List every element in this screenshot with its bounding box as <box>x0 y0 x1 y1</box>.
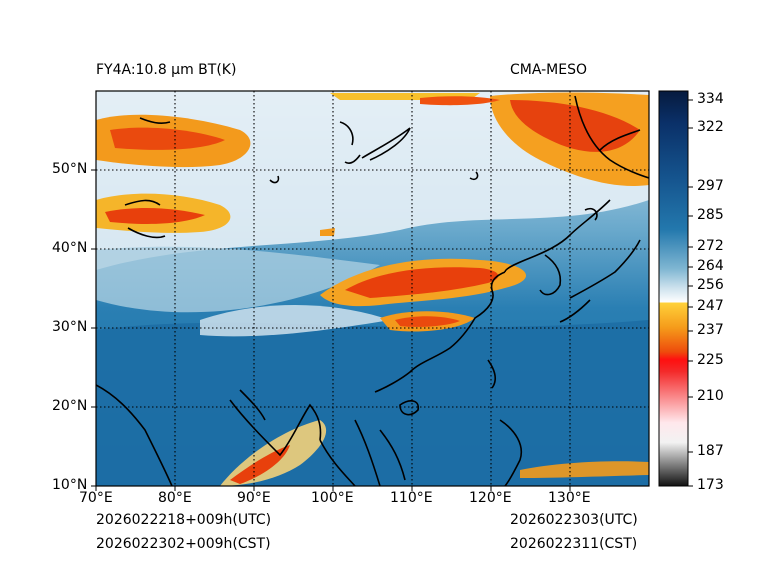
title-right: CMA-MESO <box>510 62 588 78</box>
graticule <box>96 91 649 486</box>
valid-time-cst: 2026022311(CST) <box>510 536 638 552</box>
lat-label-20: 20°N <box>52 398 88 414</box>
lon-label-70: 70°E <box>79 490 113 506</box>
cloud-band-south <box>220 228 649 486</box>
init-time-utc: 2026022218+009h(UTC) <box>96 512 272 528</box>
colorbar-label: 272 <box>697 238 724 254</box>
colorbar-label: 247 <box>697 298 724 314</box>
lon-label-80: 80°E <box>158 490 192 506</box>
cloud-band-central <box>320 258 527 332</box>
lon-label-100: 100°E <box>311 490 354 506</box>
title-left: FY4A:10.8 µm BT(K) <box>96 62 237 78</box>
coastlines <box>96 95 649 486</box>
colorbar-label: 187 <box>697 443 724 459</box>
lat-label-40: 40°N <box>52 240 88 256</box>
lon-label-120: 120°E <box>469 490 512 506</box>
valid-time-utc: 2026022303(UTC) <box>510 512 638 528</box>
colorbar-label: 210 <box>697 388 724 404</box>
colorbar-label: 297 <box>697 178 724 194</box>
colorbar-label: 322 <box>697 119 724 135</box>
init-time-cst: 2026022302+009h(CST) <box>96 536 271 552</box>
colorbar-label: 173 <box>697 477 724 493</box>
colorbar <box>658 90 689 487</box>
map-frame <box>95 90 650 487</box>
lon-label-110: 110°E <box>390 490 433 506</box>
colorbar-ticks <box>688 99 693 487</box>
colorbar-label: 225 <box>697 352 724 368</box>
axis-ticks <box>91 169 571 491</box>
colorbar-label: 285 <box>697 207 724 223</box>
lat-label-30: 30°N <box>52 319 88 335</box>
colorbar-label: 237 <box>697 322 724 338</box>
colorbar-label: 264 <box>697 258 724 274</box>
colorbar-label: 256 <box>697 277 724 293</box>
lon-label-130: 130°E <box>548 490 591 506</box>
colorbar-label: 334 <box>697 91 724 107</box>
lat-label-50: 50°N <box>52 161 88 177</box>
map-image <box>96 91 649 486</box>
lat-label-10: 10°N <box>52 477 88 493</box>
lon-label-90: 90°E <box>237 490 271 506</box>
